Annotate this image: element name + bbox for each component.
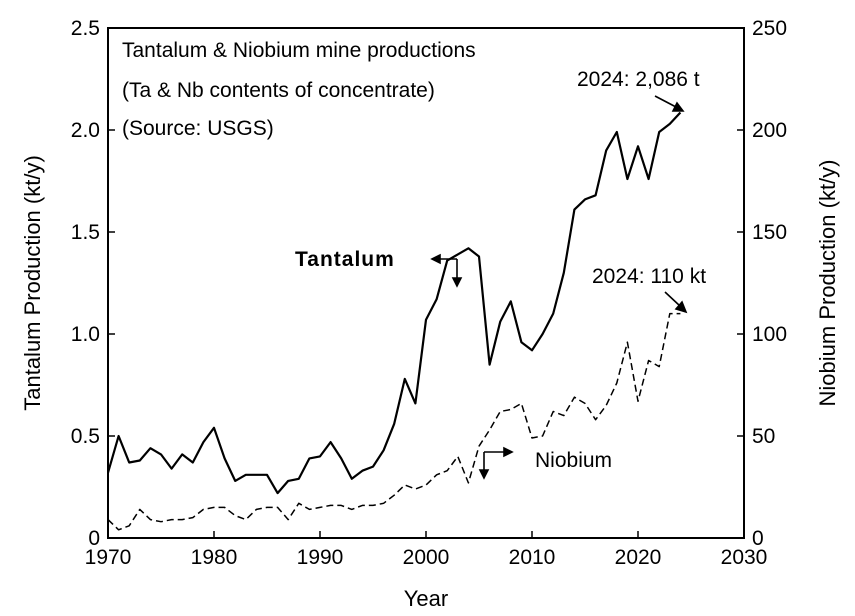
- chart-title-line-1: Tantalum & Niobium mine productions: [122, 39, 476, 62]
- tantalum-2024-arrow: [654, 95, 685, 112]
- y-right-tick-label: 100: [752, 323, 787, 346]
- y-axis-right-label: Niobium Production (kt/y): [815, 160, 840, 407]
- y-left-tick-label: 0: [88, 527, 100, 550]
- y-right-tick-label: 200: [752, 119, 787, 142]
- tantalum-2024-callout: 2024: 2,086 t: [577, 68, 700, 91]
- niobium-series-label: Niobium: [535, 449, 612, 472]
- x-axis-label: Year: [404, 586, 448, 611]
- x-tick-label: 2000: [403, 546, 450, 569]
- y-axis-right: 0 50 100 150 200 250: [737, 17, 787, 550]
- series-line-niobium: [107, 312, 681, 531]
- y-axis-left: 0 0.5 1.0 1.5 2.0 2.5: [71, 17, 115, 550]
- y-axis-left-label: Tantalum Production (kt/y): [20, 155, 45, 411]
- y-right-tick-label: 0: [752, 527, 764, 550]
- tantalum-axis-arrows: [430, 253, 463, 288]
- y-left-tick-label: 1.5: [71, 221, 100, 244]
- chart-title-line-3: (Source: USGS): [122, 117, 274, 140]
- chart-title-line-2: (Ta & Nb contents of concentrate): [122, 79, 435, 102]
- x-tick-label: 1970: [85, 546, 132, 569]
- niobium-2024-callout: 2024: 110 kt: [592, 265, 706, 288]
- y-left-tick-label: 0.5: [71, 425, 100, 448]
- y-left-tick-label: 2.0: [71, 119, 100, 142]
- series-line-tantalum: [106, 111, 682, 495]
- y-left-tick-label: 2.5: [71, 17, 100, 40]
- x-tick-label: 1990: [297, 546, 344, 569]
- y-right-tick-label: 50: [752, 425, 775, 448]
- y-left-tick-label: 1.0: [71, 323, 100, 346]
- niobium-2024-arrow: [664, 291, 688, 314]
- tantalum-series-label: Tantalum: [295, 248, 395, 271]
- x-tick-label: 2030: [721, 546, 768, 569]
- y-right-tick-label: 250: [752, 17, 787, 40]
- x-tick-label: 1980: [191, 546, 238, 569]
- x-tick-label: 2020: [615, 546, 662, 569]
- niobium-axis-arrows: [478, 446, 514, 480]
- x-axis: 1970 1980 1990 2000 2010 2020 2030: [85, 531, 768, 569]
- x-tick-label: 2010: [509, 546, 556, 569]
- y-right-tick-label: 150: [752, 221, 787, 244]
